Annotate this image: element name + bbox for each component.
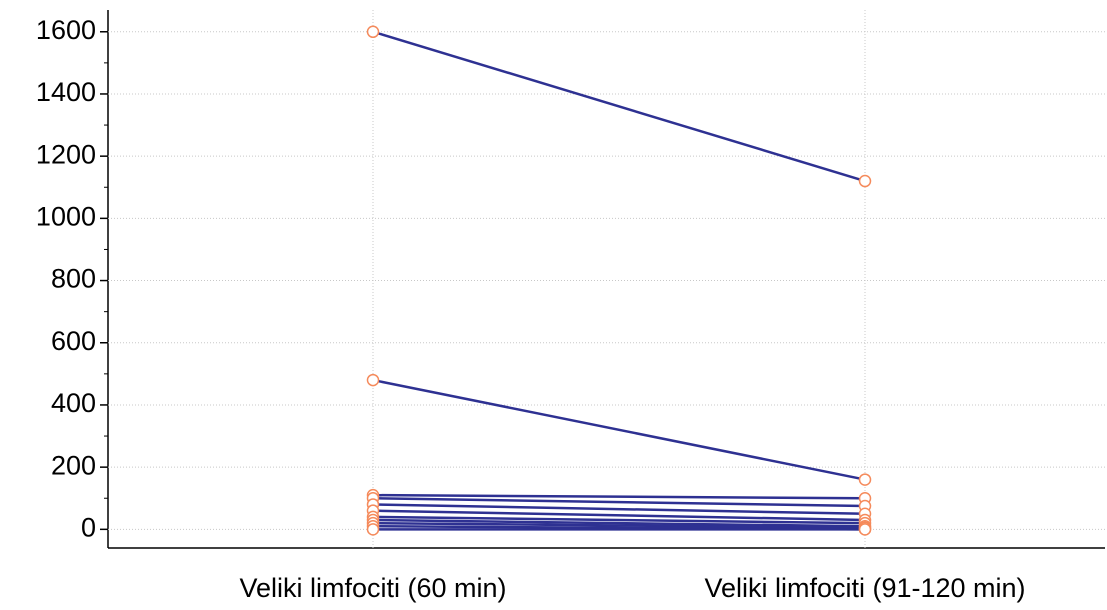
point [858, 523, 872, 536]
point [858, 174, 872, 188]
x-tick-label: Veliki limfociti (91-120 min) [704, 573, 1025, 603]
series-line [372, 521, 866, 530]
y-tick-label: 1400 [36, 77, 96, 107]
series-line [372, 493, 866, 500]
y-tick-label: 400 [51, 388, 96, 418]
series-line [372, 509, 866, 522]
point [366, 523, 380, 536]
y-tick-label: 1000 [36, 201, 96, 231]
y-tick-label: 1600 [36, 15, 96, 45]
x-tick-label: Veliki limfociti (60 min) [239, 573, 506, 603]
series-line [372, 503, 866, 516]
series-line [372, 30, 866, 183]
series-line [372, 496, 866, 508]
y-tick-label: 600 [51, 326, 96, 356]
y-tick-label: 200 [51, 450, 96, 480]
point [366, 373, 380, 387]
y-tick-label: 1200 [36, 139, 96, 169]
series-line [372, 515, 866, 525]
point [366, 25, 380, 39]
y-tick-label: 800 [51, 264, 96, 294]
series-line [372, 378, 866, 481]
series-line [372, 518, 866, 528]
point [858, 473, 872, 486]
y-tick-label: 0 [81, 512, 96, 542]
